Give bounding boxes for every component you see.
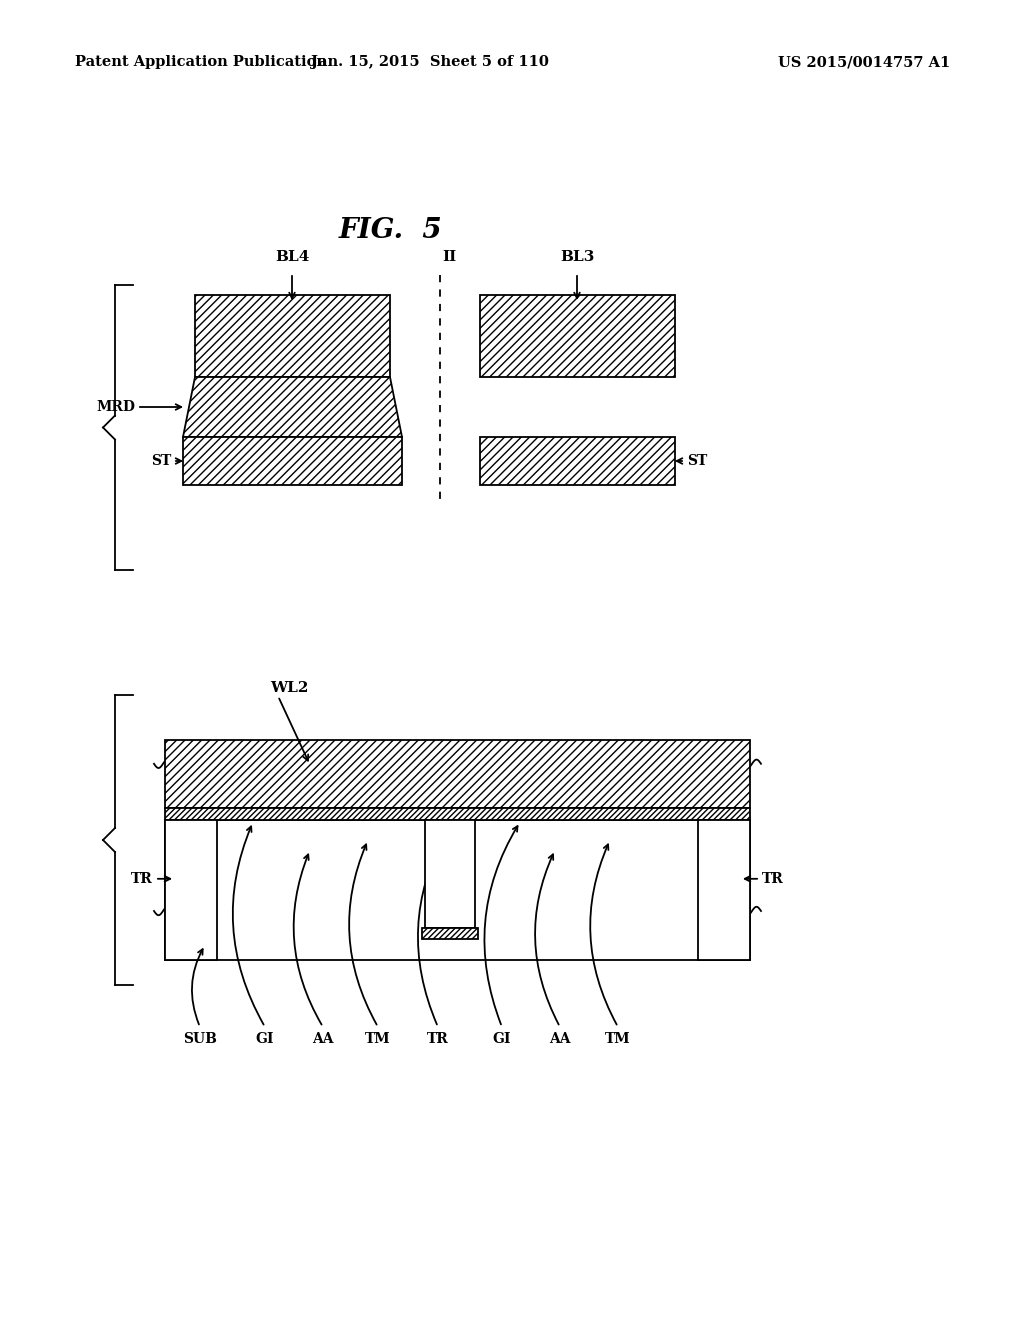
Text: TM: TM (366, 1032, 391, 1045)
Bar (480, 294, 675, 378)
Bar (480, 437, 675, 484)
Bar (422, 928, 478, 939)
Text: TR: TR (427, 1032, 449, 1045)
Text: ST: ST (151, 454, 171, 469)
Bar (165, 741, 750, 808)
Bar (195, 294, 390, 378)
Text: ST: ST (687, 454, 708, 469)
Bar (183, 437, 402, 484)
Bar (480, 294, 675, 378)
Text: Patent Application Publication: Patent Application Publication (75, 55, 327, 69)
Bar (183, 437, 402, 484)
Bar (165, 820, 750, 960)
Text: TM: TM (605, 1032, 631, 1045)
Text: BL4: BL4 (274, 249, 309, 264)
Text: BL3: BL3 (560, 249, 594, 264)
Text: TR: TR (131, 871, 153, 886)
Text: GI: GI (256, 1032, 274, 1045)
Text: MRD: MRD (96, 400, 135, 414)
PathPatch shape (183, 378, 402, 437)
Text: SUB: SUB (183, 1032, 217, 1045)
Bar (480, 437, 675, 484)
Bar (165, 741, 750, 808)
Text: FIG.  5: FIG. 5 (338, 216, 441, 243)
Bar (195, 294, 390, 378)
Bar (422, 928, 478, 939)
Text: II: II (442, 249, 457, 264)
Text: US 2015/0014757 A1: US 2015/0014757 A1 (778, 55, 950, 69)
Text: GI: GI (493, 1032, 511, 1045)
Bar (698, 820, 750, 960)
Text: WL2: WL2 (270, 681, 308, 696)
Bar (165, 820, 217, 960)
Text: AA: AA (549, 1032, 570, 1045)
Bar (425, 820, 475, 928)
Text: TR: TR (762, 871, 783, 886)
Text: AA: AA (312, 1032, 334, 1045)
Bar (165, 808, 750, 820)
Bar (165, 808, 750, 820)
Text: Jan. 15, 2015  Sheet 5 of 110: Jan. 15, 2015 Sheet 5 of 110 (311, 55, 549, 69)
